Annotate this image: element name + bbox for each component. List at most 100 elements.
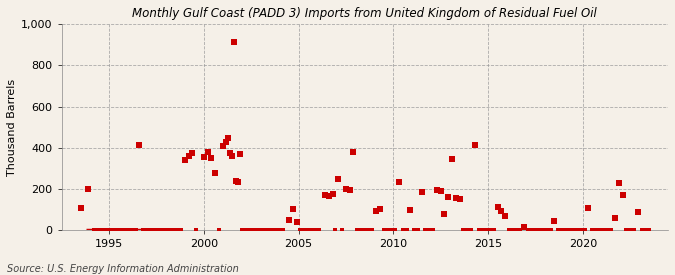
Point	[386, 228, 397, 233]
Point	[363, 228, 374, 233]
Point	[149, 228, 160, 233]
Point	[145, 228, 156, 233]
Point	[83, 187, 94, 191]
Point	[299, 228, 310, 233]
Point	[485, 228, 495, 233]
Point	[394, 180, 404, 184]
Point	[251, 228, 262, 233]
Point	[632, 210, 643, 214]
Point	[352, 228, 362, 233]
Point	[481, 228, 491, 233]
Point	[534, 228, 545, 233]
Point	[416, 190, 427, 194]
Point	[314, 228, 325, 233]
Point	[306, 228, 317, 233]
Point	[348, 150, 359, 154]
Point	[234, 152, 245, 156]
Point	[327, 192, 338, 197]
Point	[549, 219, 560, 223]
Point	[587, 228, 597, 233]
Point	[640, 228, 651, 233]
Point	[123, 228, 134, 233]
Point	[504, 228, 514, 233]
Point	[75, 205, 86, 210]
Point	[371, 209, 381, 213]
Point	[450, 196, 461, 201]
Point	[183, 154, 194, 158]
Point	[602, 228, 613, 233]
Point	[595, 228, 605, 233]
Point	[240, 228, 251, 233]
Point	[360, 228, 371, 233]
Point	[454, 197, 465, 202]
Point	[439, 212, 450, 216]
Point	[88, 228, 99, 233]
Point	[206, 156, 217, 160]
Point	[172, 228, 183, 233]
Point	[382, 228, 393, 233]
Point	[176, 228, 186, 233]
Point	[576, 228, 587, 233]
Point	[560, 228, 571, 233]
Point	[134, 142, 144, 147]
Point	[628, 228, 639, 233]
Point	[367, 228, 378, 233]
Point	[389, 228, 400, 233]
Point	[191, 228, 202, 233]
Point	[526, 228, 537, 233]
Text: Source: U.S. Energy Information Administration: Source: U.S. Energy Information Administ…	[7, 264, 238, 274]
Title: Monthly Gulf Coast (PADD 3) Imports from United Kingdom of Residual Fuel Oil: Monthly Gulf Coast (PADD 3) Imports from…	[132, 7, 597, 20]
Point	[323, 194, 334, 199]
Point	[409, 228, 420, 233]
Point	[511, 228, 522, 233]
Point	[412, 228, 423, 233]
Point	[278, 228, 289, 233]
Point	[164, 228, 175, 233]
Point	[591, 228, 601, 233]
Point	[469, 142, 480, 147]
Point	[515, 228, 526, 233]
Point	[405, 208, 416, 212]
Point	[537, 228, 548, 233]
Point	[244, 228, 254, 233]
Point	[488, 228, 499, 233]
Point	[605, 228, 616, 233]
Point	[462, 228, 472, 233]
Point	[545, 228, 556, 233]
Point	[255, 228, 266, 233]
Point	[157, 228, 167, 233]
Point	[225, 151, 236, 155]
Point	[259, 228, 270, 233]
Point	[153, 228, 163, 233]
Y-axis label: Thousand Barrels: Thousand Barrels	[7, 79, 17, 176]
Point	[553, 228, 564, 233]
Point	[496, 209, 507, 213]
Point	[271, 228, 281, 233]
Point	[198, 155, 209, 159]
Point	[210, 170, 221, 175]
Point	[636, 228, 647, 233]
Point	[104, 228, 115, 233]
Point	[223, 135, 234, 140]
Point	[92, 228, 103, 233]
Point	[530, 228, 541, 233]
Point	[431, 188, 442, 192]
Point	[320, 193, 331, 197]
Point	[100, 228, 111, 233]
Point	[267, 228, 277, 233]
Point	[180, 158, 190, 163]
Point	[274, 228, 285, 233]
Point	[522, 228, 533, 233]
Point	[229, 40, 240, 45]
Point	[284, 218, 294, 222]
Point	[518, 225, 529, 230]
Point	[291, 220, 302, 224]
Point	[302, 228, 313, 233]
Point	[202, 150, 213, 154]
Point	[379, 228, 389, 233]
Point	[477, 228, 488, 233]
Point	[340, 187, 351, 191]
Point	[130, 228, 141, 233]
Point	[473, 228, 484, 233]
Point	[579, 228, 590, 233]
